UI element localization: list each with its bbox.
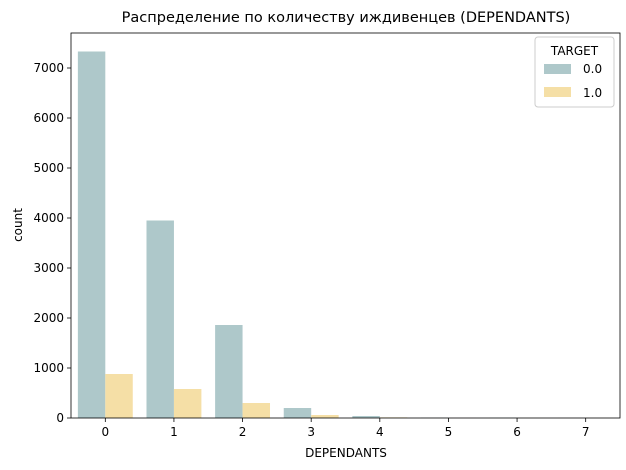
y-tick-label: 3000 xyxy=(33,261,64,275)
bars-layer xyxy=(77,51,614,418)
bar-series-0-cat-1 xyxy=(146,220,174,418)
legend: TARGET 0.0 1.0 xyxy=(534,36,615,108)
bar-series-0-cat-0 xyxy=(77,51,106,418)
bar-series-0-cat-2 xyxy=(215,325,243,418)
x-tick-label: 3 xyxy=(307,425,315,439)
y-tick-label: 2000 xyxy=(33,311,64,325)
x-tick-label: 7 xyxy=(582,425,590,439)
legend-label-1: 1.0 xyxy=(583,86,602,100)
x-tick-label: 5 xyxy=(445,425,453,439)
legend-swatch-0 xyxy=(544,64,571,74)
x-tick-label: 6 xyxy=(513,425,521,439)
y-axis-label: count xyxy=(11,208,25,242)
y-tick-label: 7000 xyxy=(33,61,64,75)
bar-series-1-cat-3 xyxy=(311,415,339,418)
x-tick-label: 1 xyxy=(170,425,178,439)
x-axis: 0 1 2 3 4 5 6 7 xyxy=(101,418,590,439)
bar-series-1-cat-0 xyxy=(105,374,133,418)
bar-series-0-cat-3 xyxy=(283,408,312,418)
y-tick-label: 4000 xyxy=(33,211,64,225)
y-tick-label: 1000 xyxy=(33,361,64,375)
x-tick-label: 4 xyxy=(376,425,384,439)
legend-title: TARGET xyxy=(550,44,599,58)
plot-frame xyxy=(70,32,621,419)
chart-title: Распределение по количеству иждивенцев (… xyxy=(122,10,571,26)
x-tick-label: 2 xyxy=(239,425,247,439)
legend-label-0: 0.0 xyxy=(583,62,602,76)
y-tick-label: 0 xyxy=(56,411,64,425)
legend-swatch-1 xyxy=(544,87,571,97)
x-axis-label: DEPENDANTS xyxy=(305,446,387,460)
bar-series-1-cat-1 xyxy=(173,389,202,418)
y-tick-label: 5000 xyxy=(33,161,64,175)
y-tick-label: 6000 xyxy=(33,111,64,125)
y-axis: 0 1000 2000 3000 4000 5000 6000 7000 xyxy=(33,61,71,425)
x-tick-label: 0 xyxy=(101,425,109,439)
bar-series-0-cat-4 xyxy=(352,416,380,418)
bar-series-1-cat-2 xyxy=(242,403,271,418)
